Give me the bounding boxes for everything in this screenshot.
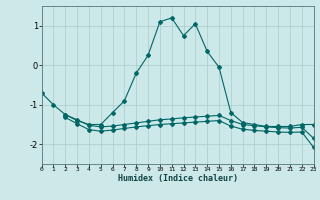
- X-axis label: Humidex (Indice chaleur): Humidex (Indice chaleur): [118, 174, 237, 183]
